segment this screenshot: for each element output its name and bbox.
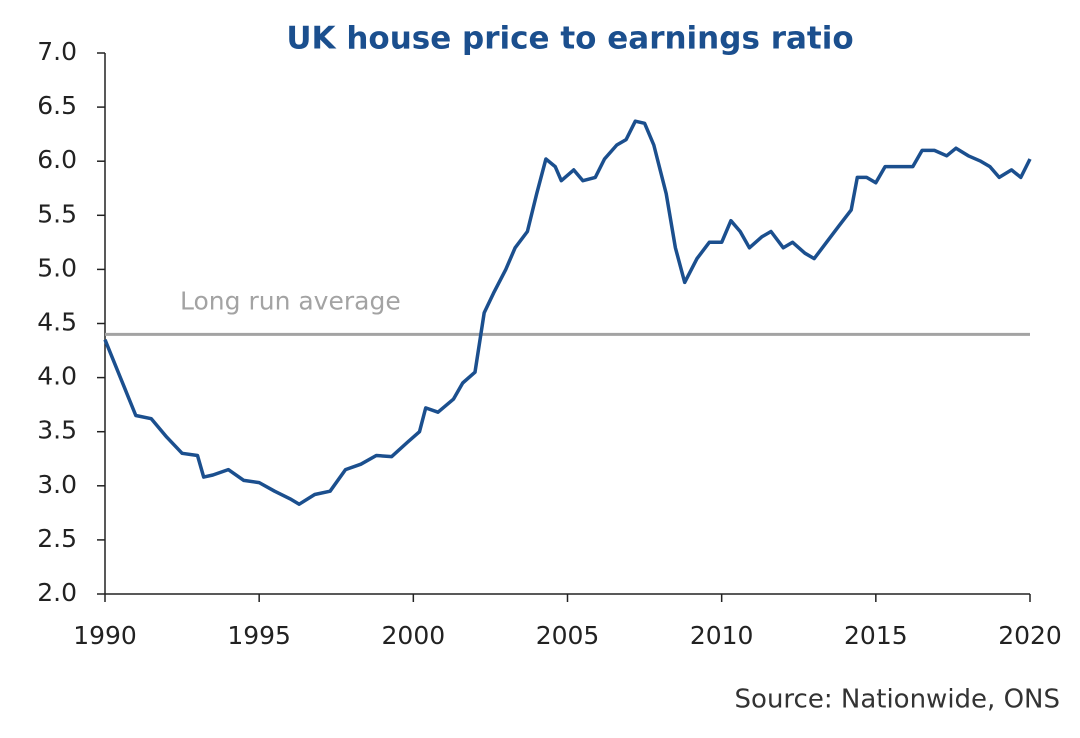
- reference-label: Long run average: [180, 286, 401, 315]
- y-tick-label: 3.5: [37, 416, 77, 445]
- x-tick-label: 2020: [998, 621, 1062, 650]
- x-tick-label: 1990: [73, 621, 137, 650]
- source: Source: Nationwide, ONS: [735, 685, 1060, 715]
- x-tick-label: 2015: [844, 621, 908, 650]
- y-tick-label: 6.5: [37, 91, 77, 120]
- chart-title: UK house price to earnings ratio: [286, 21, 853, 57]
- y-tick-label: 3.0: [37, 470, 77, 499]
- y-tick-label: 4.5: [37, 308, 77, 337]
- x-tick-label: 1995: [227, 621, 291, 650]
- y-tick-label: 5.5: [37, 199, 77, 228]
- x-tick-label: 2000: [382, 621, 446, 650]
- y-tick-label: 2.5: [37, 524, 77, 553]
- y-tick-label: 2.0: [37, 578, 77, 607]
- line-series: [103, 119, 1032, 506]
- y-tick-label: 5.0: [37, 253, 77, 282]
- y-tick-label: 6.0: [37, 145, 77, 174]
- x-tick-label: 2005: [536, 621, 600, 650]
- y-tick-label: 7.0: [37, 37, 77, 66]
- y-tick-label: 4.0: [37, 362, 77, 391]
- x-tick-label: 2010: [690, 621, 754, 650]
